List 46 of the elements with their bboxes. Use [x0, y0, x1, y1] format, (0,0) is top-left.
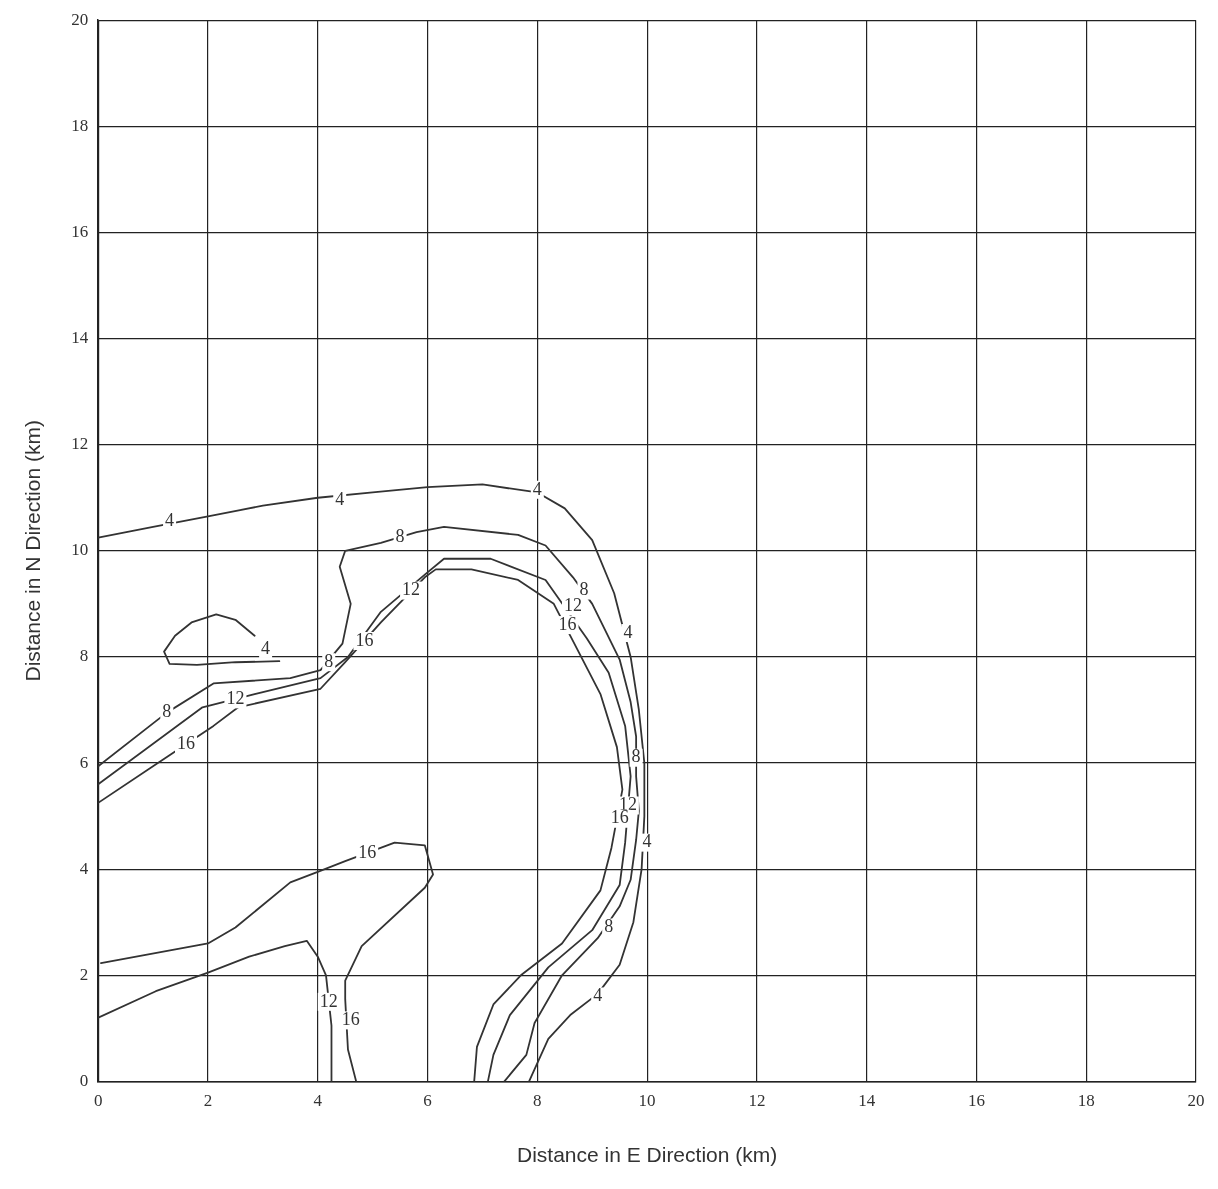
annotation: 8 — [631, 746, 641, 767]
y-tick-label: 2 — [79, 964, 89, 984]
y-tick-label: 8 — [79, 646, 89, 666]
x-axis-title: Distance in E Direction (km) — [516, 1143, 778, 1167]
x-tick-label: 4 — [313, 1091, 323, 1111]
annotation: 4 — [623, 621, 633, 642]
annotation: 16 — [358, 841, 377, 862]
x-tick-label: 20 — [1187, 1091, 1205, 1111]
x-tick-label: 8 — [533, 1091, 542, 1111]
y-tick-label: 18 — [71, 115, 89, 135]
x-tick-label: 16 — [967, 1091, 985, 1111]
annotation: 4 — [261, 637, 271, 658]
y-tick-label: 4 — [79, 858, 89, 878]
y-tick-label: 16 — [71, 221, 89, 241]
annotation: 4 — [165, 510, 175, 531]
y-tick-label: 0 — [79, 1070, 89, 1090]
annotation: 8 — [395, 526, 405, 547]
y-tick-label: 12 — [71, 434, 89, 454]
annotation: 8 — [162, 701, 172, 722]
annotation: 16 — [341, 1009, 360, 1030]
annotation: 12 — [319, 990, 338, 1011]
x-tick-label: 2 — [203, 1091, 213, 1111]
annotation: 12 — [564, 595, 582, 616]
annotation: 12 — [226, 688, 245, 709]
annotation: 12 — [402, 579, 421, 600]
annotation: 16 — [177, 733, 196, 754]
annotation: 8 — [579, 579, 589, 600]
y-tick-label: 6 — [79, 752, 89, 772]
x-tick-label: 18 — [1077, 1091, 1095, 1111]
annotation: 4 — [335, 489, 345, 510]
annotation: 4 — [532, 478, 542, 499]
y-tick-label: 20 — [71, 9, 89, 29]
y-axis-title: Distance in N Direction (km) — [21, 420, 45, 682]
annotation: 4 — [593, 985, 603, 1006]
annotation: 16 — [355, 629, 374, 650]
annotation: 4 — [642, 831, 652, 852]
y-tick-label: 10 — [71, 540, 89, 560]
x-tick-label: 10 — [638, 1091, 656, 1111]
x-tick-label: 12 — [748, 1091, 766, 1111]
y-tick-label: 14 — [71, 328, 89, 348]
x-tick-label: 14 — [858, 1091, 876, 1111]
x-tick-label: 0 — [93, 1091, 103, 1111]
x-tick-label: 6 — [423, 1091, 432, 1111]
annotation: 8 — [604, 916, 614, 937]
annotation: 8 — [324, 650, 334, 671]
annotation: 16 — [558, 613, 577, 634]
